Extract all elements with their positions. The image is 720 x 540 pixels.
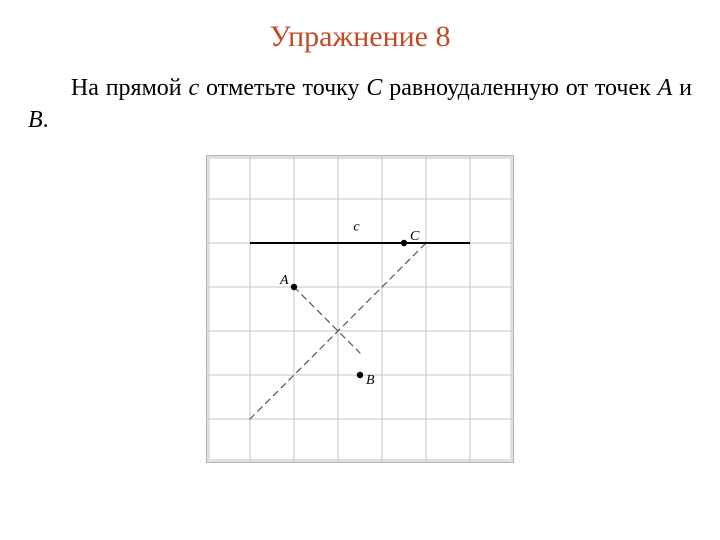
prompt-text-fragment: и — [672, 75, 692, 101]
point-A — [291, 284, 297, 290]
point-label-C: C — [410, 229, 420, 244]
point-C — [401, 240, 407, 246]
prompt-var: c — [188, 75, 199, 101]
prompt-text-fragment: равноудаленную от точек — [382, 75, 657, 101]
prompt-var: B — [28, 107, 43, 133]
prompt-text-fragment: . — [43, 107, 49, 133]
prompt-text-fragment: На прямой — [71, 75, 189, 101]
point-label-B: B — [366, 373, 375, 388]
prompt-text: На прямой c отметьте точку C равноудален… — [28, 75, 692, 133]
figure-container: c A B C — [0, 155, 720, 468]
exercise-title: Упражнение 8 — [0, 0, 720, 54]
prompt-text-fragment: отметьте точку — [199, 75, 366, 101]
prompt-var: A — [658, 75, 673, 101]
point-label-A: A — [279, 273, 289, 288]
slide-page: Упражнение 8 На прямой c отметьте точку … — [0, 0, 720, 540]
line-c-label: c — [353, 219, 360, 234]
prompt-var: C — [366, 75, 382, 101]
point-B — [357, 372, 363, 378]
geometry-figure: c A B C — [206, 155, 514, 463]
exercise-prompt: На прямой c отметьте точку C равноудален… — [0, 54, 720, 137]
